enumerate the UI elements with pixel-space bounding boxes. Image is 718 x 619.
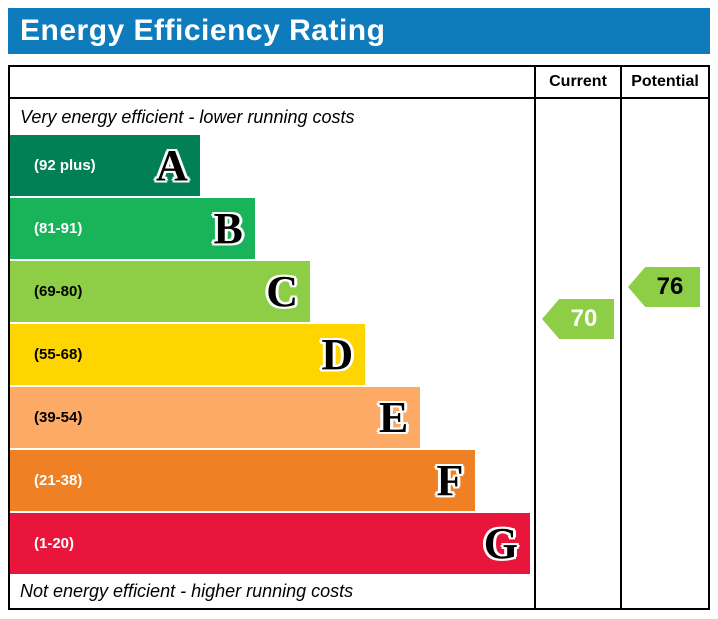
band-letter: B: [213, 203, 243, 253]
potential-arrow: 76: [628, 267, 700, 307]
page-title: Energy Efficiency Rating: [20, 14, 386, 47]
scale-column-header: [10, 67, 534, 99]
band-letter: G: [483, 518, 518, 568]
band-range-label: (69-80): [34, 283, 83, 300]
epc-bands: (92 plus) A (81-91) B (69-80) C (55-68) D (39-54…: [10, 135, 534, 574]
current-arrow: 70: [542, 299, 614, 339]
epc-band-d: (55-68) D: [10, 324, 366, 385]
rating-table: Very energy efficient - lower running co…: [8, 65, 710, 610]
current-column: Current 70: [534, 67, 620, 608]
band-letter: F: [436, 455, 464, 505]
band-range-label: (55-68): [34, 346, 83, 363]
current-column-header: Current: [536, 67, 620, 99]
current-column-body: 70: [536, 99, 620, 608]
epc-band-a: (92 plus) A: [10, 135, 200, 196]
potential-column: Potential 76: [620, 67, 708, 608]
potential-column-body: 76: [622, 99, 708, 608]
band-letter: A: [156, 140, 188, 190]
band-range-label: (1-20): [34, 535, 75, 552]
current-value: 70: [570, 305, 598, 332]
band-range-label: (81-91): [34, 220, 83, 237]
band-range-label: (21-38): [34, 472, 83, 489]
potential-value: 76: [656, 273, 684, 300]
band-range-label: (92 plus): [34, 157, 96, 174]
band-letter: E: [378, 392, 409, 442]
rating-scale-column: Very energy efficient - lower running co…: [10, 67, 534, 608]
potential-column-header: Potential: [622, 67, 708, 99]
band-letter: C: [266, 266, 299, 316]
epc-band-g: (1-20) G: [10, 513, 530, 574]
epc-band-b: (81-91) B: [10, 198, 255, 259]
scale-body: Very energy efficient - lower running co…: [10, 99, 534, 608]
top-note: Very energy efficient - lower running co…: [20, 106, 355, 127]
band-letter: D: [321, 329, 354, 379]
title-bar: Energy Efficiency Rating: [8, 8, 710, 54]
band-range-label: (39-54): [34, 409, 83, 426]
epc-band-c: (69-80) C: [10, 261, 311, 322]
bottom-note: Not energy efficient - higher running co…: [20, 580, 354, 601]
epc-band-f: (21-38) F: [10, 450, 476, 511]
epc-band-e: (39-54) E: [10, 387, 421, 448]
